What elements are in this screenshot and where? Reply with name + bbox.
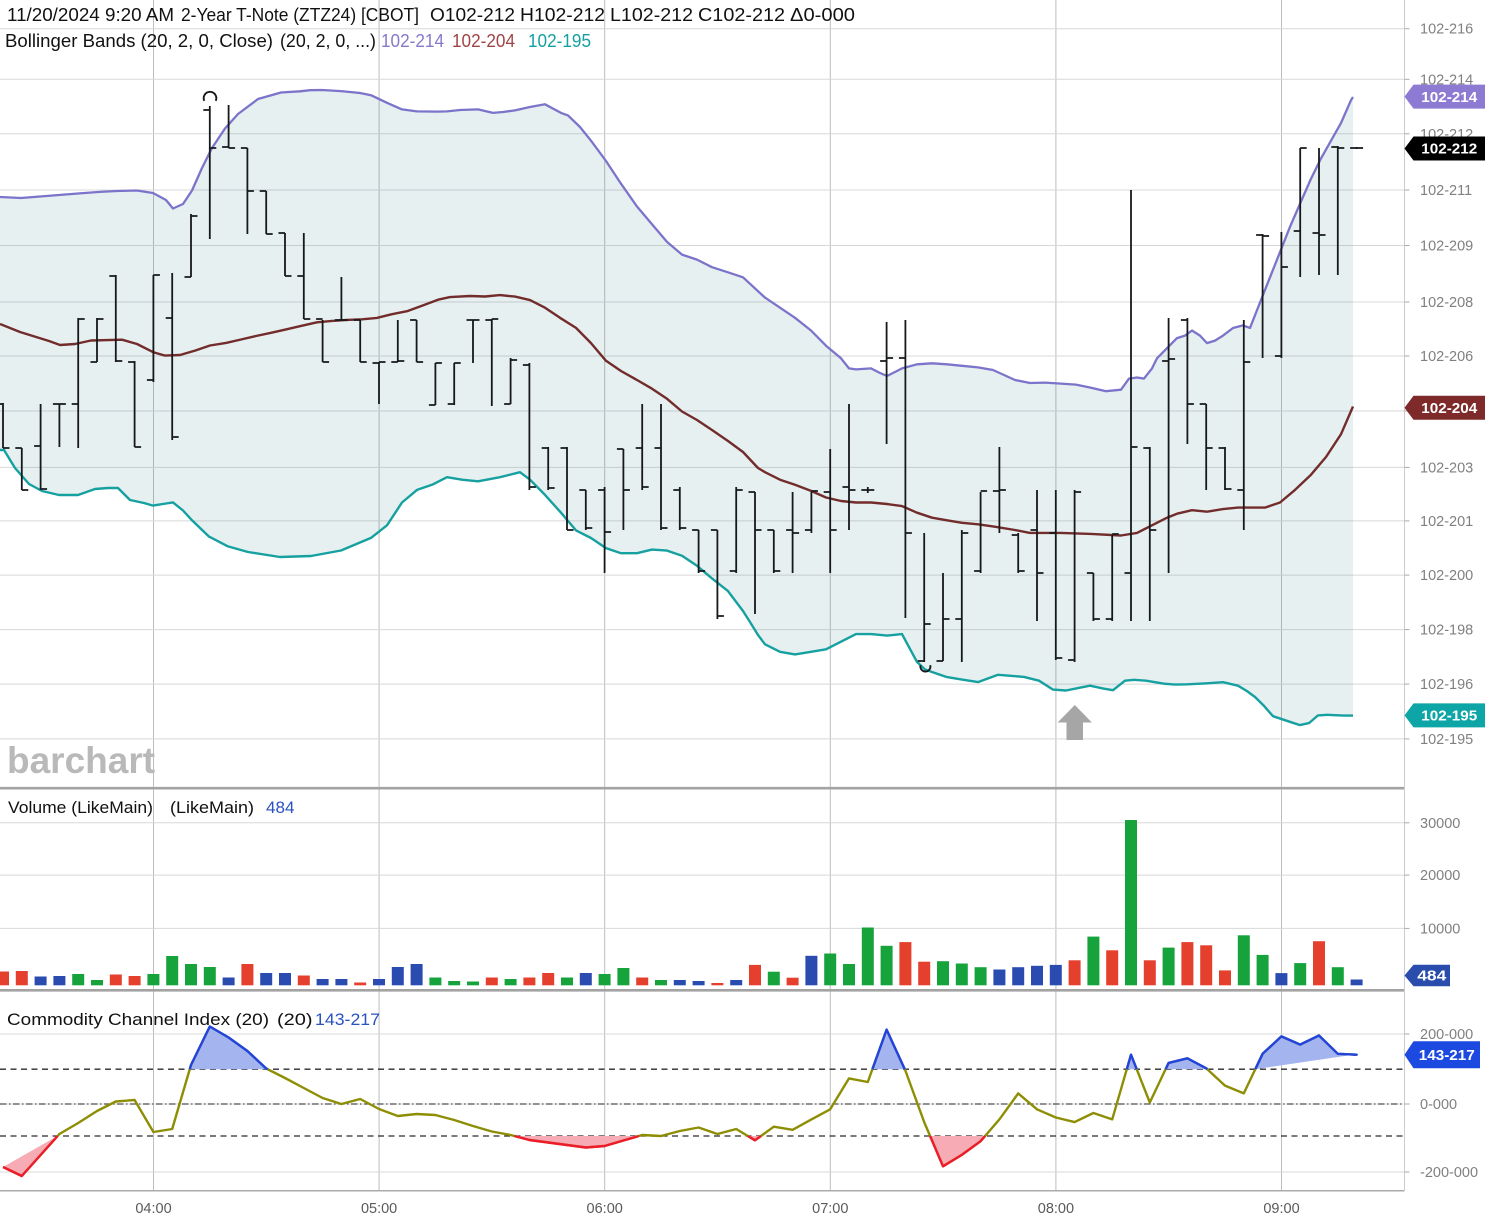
svg-text:Volume (LikeMain): Volume (LikeMain) bbox=[8, 799, 153, 817]
svg-text:09:00: 09:00 bbox=[1263, 1201, 1299, 1217]
svg-text:102-214: 102-214 bbox=[1420, 72, 1473, 88]
svg-text:102-195: 102-195 bbox=[1420, 732, 1473, 748]
svg-text:102-201: 102-201 bbox=[1420, 514, 1473, 530]
svg-text:102-204: 102-204 bbox=[452, 30, 515, 51]
svg-text:Bollinger Bands (20, 2, 0, Clo: Bollinger Bands (20, 2, 0, Close) bbox=[5, 30, 273, 51]
svg-text:(LikeMain): (LikeMain) bbox=[170, 799, 254, 817]
svg-text:102-216: 102-216 bbox=[1420, 22, 1473, 38]
svg-text:102-208: 102-208 bbox=[1420, 295, 1473, 311]
svg-text:07:00: 07:00 bbox=[812, 1201, 848, 1217]
svg-text:484: 484 bbox=[266, 799, 295, 817]
svg-text:Commodity Channel Index (20): Commodity Channel Index (20) bbox=[7, 1011, 269, 1029]
svg-text:05:00: 05:00 bbox=[361, 1201, 397, 1217]
svg-text:102-214: 102-214 bbox=[1421, 89, 1478, 106]
svg-text:102-209: 102-209 bbox=[1420, 239, 1473, 255]
svg-text:102-203: 102-203 bbox=[1420, 460, 1473, 476]
svg-text:0-000: 0-000 bbox=[1420, 1097, 1457, 1113]
svg-text:11/20/2024 9:20 AM: 11/20/2024 9:20 AM bbox=[7, 4, 174, 25]
svg-text:102-206: 102-206 bbox=[1420, 349, 1473, 365]
svg-text:20000: 20000 bbox=[1420, 868, 1460, 884]
svg-text:102-211: 102-211 bbox=[1420, 183, 1472, 199]
svg-text:200-000: 200-000 bbox=[1420, 1027, 1473, 1043]
svg-text:O102-212: O102-212 bbox=[430, 4, 515, 25]
svg-text:143-217: 143-217 bbox=[315, 1011, 380, 1029]
svg-text:102-212: 102-212 bbox=[1421, 141, 1477, 158]
svg-text:Δ0-000: Δ0-000 bbox=[790, 4, 855, 25]
svg-text:102-198: 102-198 bbox=[1420, 623, 1473, 639]
svg-text:(20): (20) bbox=[277, 1011, 313, 1029]
svg-text:-200-000: -200-000 bbox=[1420, 1165, 1478, 1181]
svg-text:102-200: 102-200 bbox=[1420, 568, 1473, 584]
svg-text:10000: 10000 bbox=[1420, 921, 1460, 937]
svg-text:08:00: 08:00 bbox=[1038, 1201, 1074, 1217]
svg-text:102-204: 102-204 bbox=[1421, 400, 1478, 417]
svg-text:barchart: barchart bbox=[7, 740, 155, 781]
svg-text:C102-212: C102-212 bbox=[698, 4, 785, 25]
svg-text:(20, 2, 0, ...): (20, 2, 0, ...) bbox=[280, 30, 376, 51]
svg-text:102-195: 102-195 bbox=[528, 30, 591, 51]
svg-text:06:00: 06:00 bbox=[587, 1201, 623, 1217]
svg-text:102-195: 102-195 bbox=[1421, 708, 1477, 725]
svg-text:30000: 30000 bbox=[1420, 816, 1460, 832]
svg-text:04:00: 04:00 bbox=[135, 1201, 171, 1217]
svg-text:143-217: 143-217 bbox=[1419, 1047, 1475, 1064]
svg-text:2-Year T-Note (ZTZ24) [CBOT]: 2-Year T-Note (ZTZ24) [CBOT] bbox=[181, 4, 419, 25]
svg-text:102-214: 102-214 bbox=[381, 30, 444, 51]
svg-text:L102-212: L102-212 bbox=[610, 4, 693, 25]
svg-text:H102-212: H102-212 bbox=[520, 4, 605, 25]
svg-text:102-196: 102-196 bbox=[1420, 677, 1473, 693]
svg-text:484: 484 bbox=[1417, 968, 1447, 985]
